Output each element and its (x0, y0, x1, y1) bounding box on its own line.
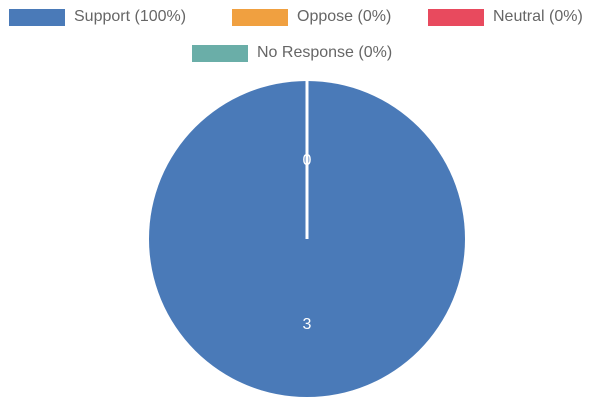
legend-item-oppose[interactable]: Oppose (0%) (232, 5, 391, 29)
legend-label-neutral: Neutral (0%) (493, 8, 583, 25)
chart-legend-row-2: No Response (0%) (0, 41, 604, 65)
legend-item-no-response[interactable]: No Response (0%) (192, 41, 392, 65)
data-label-zero-slices: 0 (303, 152, 312, 169)
legend-item-support[interactable]: Support (100%) (9, 5, 186, 29)
legend-swatch-neutral (428, 8, 484, 26)
legend-swatch-oppose (232, 8, 288, 26)
legend-label-support: Support (100%) (74, 8, 187, 25)
legend-label-no-response: No Response (0%) (257, 44, 393, 61)
legend-label-oppose: Oppose (0%) (297, 8, 392, 25)
legend-item-neutral[interactable]: Neutral (0%) (428, 5, 583, 29)
chart-legend-row-1: Support (100%) Oppose (0%) Neutral (0%) (0, 5, 604, 29)
data-label-support: 3 (303, 316, 312, 333)
legend-swatch-no-response (192, 44, 248, 62)
legend-swatch-support (9, 8, 65, 26)
